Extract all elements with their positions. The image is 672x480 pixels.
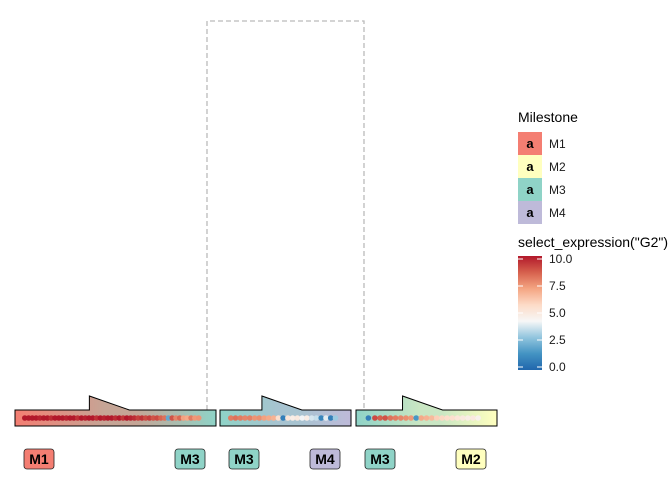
legend-key-glyph: a [526,136,534,151]
trajectory-segment-m3-m4 [219,395,352,427]
legend-item-label: M4 [549,206,566,220]
cell-point [423,415,430,421]
cell-point [270,415,277,421]
cell-point [470,415,476,421]
milestone-legend: Milestone a M1 a M2 a M3 a M4 [518,109,578,224]
legend-item-m3: a M3 [518,178,566,201]
legend-key [518,132,542,155]
cell-point [228,415,234,421]
cell-point [256,415,263,421]
legend-item-label: M3 [549,183,566,197]
cell-point [266,415,272,421]
dashed-connection [206,20,365,410]
cell-points [22,415,481,421]
legend-item-label: M1 [549,137,566,151]
cell-point [232,415,239,421]
dashed-connection-line [206,20,365,410]
cell-point [304,415,310,421]
cell-point [294,415,301,421]
cell-point [289,415,296,421]
milestone-label-m4: M4 [309,448,341,470]
cell-point [237,415,244,421]
milestone-label-text: M4 [315,451,335,467]
legend-key-glyph: a [526,205,534,220]
cell-point [332,415,339,421]
colorbar-tick-label: 2.5 [549,333,566,347]
milestone-label-m3: M3 [174,448,206,470]
legend-key [518,201,542,224]
colorbar-tick-label: 10.0 [549,252,573,266]
legend-item-m4: a M4 [518,201,566,224]
trajectory-segment-m1-m3 [14,395,217,427]
milestone-legend-title: Milestone [518,109,578,125]
cell-point [251,415,258,421]
milestone-label-text: M3 [370,451,390,467]
legend-key-glyph: a [526,182,534,197]
legend-key-glyph: a [526,159,534,174]
cell-point [275,415,282,421]
milestone-label-text: M2 [461,451,481,467]
cell-point [439,415,445,421]
milestone-label-m1: M1 [23,448,55,470]
legend-key [518,155,542,178]
milestone-label-m2: M2 [455,448,487,470]
legend-item-label: M2 [549,160,566,174]
milestone-label-text: M1 [29,451,49,467]
cell-point [299,415,306,421]
trajectory-segment-m3-m2 [355,395,498,427]
cell-point [465,415,471,421]
cell-point [285,415,291,421]
cell-point [242,415,248,421]
cell-point [313,415,320,421]
cell-point [392,415,399,421]
expression-colorbar-legend: select_expression("G2") 0.0 2.5 5.0 7.5 10.0 [518,234,668,374]
milestone-label-m3: M3 [228,448,260,470]
cell-point [377,415,383,421]
colorbar-tick-label: 5.0 [549,306,566,320]
milestone-label-m3: M3 [364,448,396,470]
cell-point [261,415,267,421]
cell-point [454,415,461,421]
cell-point [428,415,435,421]
cell-point [382,415,389,421]
milestone-label-text: M3 [234,451,254,467]
legend-key [518,178,542,201]
colorbar-tick-label: 0.0 [549,360,566,374]
cell-point [475,415,481,421]
cell-point [365,415,372,421]
cell-point [318,415,325,421]
cell-point [434,415,440,421]
colorbar-title: select_expression("G2") [518,234,668,250]
cell-point [459,415,466,421]
cell-point [195,415,202,421]
cell-point [408,415,414,421]
cell-point [323,415,329,421]
cell-point [403,415,409,421]
cell-point [247,415,253,421]
cell-point [418,415,425,421]
cell-point [449,415,456,421]
colorbar-tick-label: 7.5 [549,279,566,293]
milestone-label-text: M3 [180,451,200,467]
milestone-labels: M1 M3 M3 M4 M3 M2 [23,448,487,470]
cell-point [413,415,420,421]
trajectory-segments [14,395,498,427]
legend-item-m1: a M1 [518,132,566,155]
cell-point [444,415,450,421]
cell-point [327,415,334,421]
legend-item-m2: a M2 [518,155,566,178]
cell-point [280,415,286,421]
cell-point [387,415,394,421]
cell-point [308,415,315,421]
cell-point [372,415,378,421]
cell-point [397,415,404,421]
